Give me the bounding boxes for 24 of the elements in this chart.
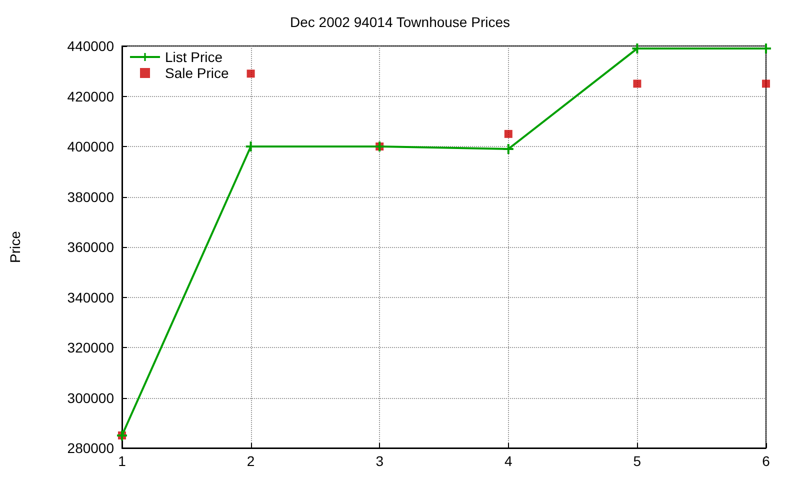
y-tick-label: 420000 xyxy=(67,88,114,104)
y-tick-label: 280000 xyxy=(67,440,114,456)
y-tick-label: 380000 xyxy=(67,188,114,205)
point xyxy=(246,70,255,78)
y-tick-label: 360000 xyxy=(67,239,114,255)
y-tick-label: 340000 xyxy=(67,289,114,306)
point xyxy=(504,130,512,138)
x-tick-label: 2 xyxy=(246,453,255,469)
x-tick-label: 1 xyxy=(118,453,126,469)
chart-title: Dec 2002 94014 Townhouse Prices xyxy=(290,14,510,30)
point xyxy=(503,144,514,154)
x-tick-label: 3 xyxy=(376,453,384,469)
y-tick-label: 400000 xyxy=(67,138,114,154)
y-tick-label: 440000 xyxy=(67,38,114,54)
y-tick-label: 320000 xyxy=(67,340,114,356)
y-tick-label: 300000 xyxy=(67,390,114,406)
point xyxy=(633,80,642,88)
y-axis-title: Price xyxy=(7,230,23,263)
legend-label: List Price xyxy=(165,49,223,65)
point xyxy=(762,80,770,88)
legend-label: Sale Price xyxy=(165,65,230,81)
x-tick-label: 4 xyxy=(504,453,512,469)
x-tick-label: 6 xyxy=(762,453,770,469)
x-tick-label: 5 xyxy=(633,453,642,469)
